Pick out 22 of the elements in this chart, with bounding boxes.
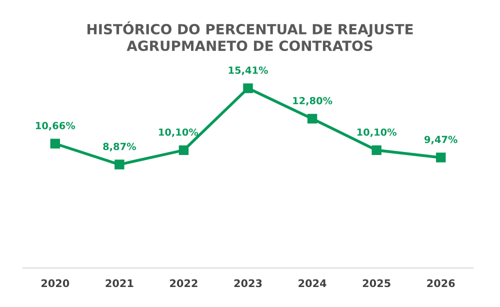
x-tick-label: 2025 bbox=[362, 279, 390, 288]
x-tick-label: 2020 bbox=[41, 279, 70, 288]
data-label: 10,10% bbox=[357, 128, 397, 138]
x-tick-label: 2024 bbox=[298, 279, 326, 288]
point bbox=[114, 160, 124, 170]
data-label: 10,66% bbox=[36, 122, 76, 131]
x-tick-label: 2023 bbox=[234, 279, 262, 288]
data-label: 9,47% bbox=[424, 136, 458, 144]
x-tick-label: 2022 bbox=[170, 279, 198, 288]
x-tick-label: 2021 bbox=[106, 279, 134, 288]
point bbox=[50, 138, 60, 149]
data-label: 12,80% bbox=[293, 96, 332, 106]
data-label: 8,87% bbox=[103, 142, 136, 152]
chart-title: HISTÓRICO DO PERCENTUAL DE REAJUSTE AGRUPMANETO DE CONTRATOS bbox=[87, 21, 413, 52]
x-tick-label: 2026 bbox=[427, 279, 455, 288]
point bbox=[307, 114, 318, 124]
point bbox=[436, 152, 446, 162]
point bbox=[178, 145, 189, 156]
data-label: 10,10% bbox=[159, 128, 198, 138]
point bbox=[243, 83, 253, 94]
data-label: 15,41% bbox=[228, 66, 268, 76]
point bbox=[372, 145, 382, 156]
